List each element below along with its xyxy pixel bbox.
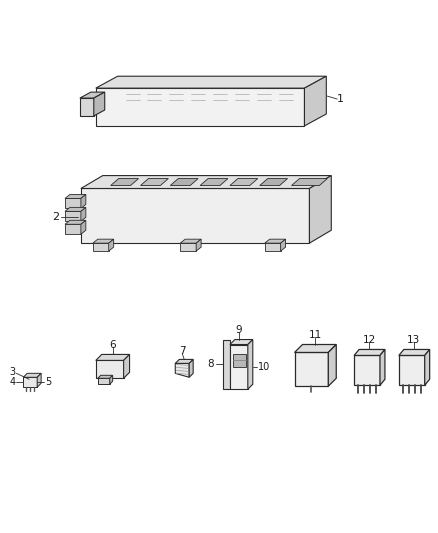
Polygon shape bbox=[294, 344, 336, 352]
Polygon shape bbox=[265, 243, 281, 251]
Polygon shape bbox=[399, 350, 430, 356]
Polygon shape bbox=[96, 354, 130, 360]
Polygon shape bbox=[180, 243, 196, 251]
Polygon shape bbox=[233, 354, 246, 367]
Polygon shape bbox=[292, 179, 327, 185]
Text: 9: 9 bbox=[236, 325, 242, 335]
Polygon shape bbox=[37, 373, 41, 387]
Polygon shape bbox=[170, 179, 198, 185]
Polygon shape bbox=[294, 352, 328, 386]
Polygon shape bbox=[265, 239, 286, 243]
Polygon shape bbox=[81, 207, 86, 221]
Polygon shape bbox=[380, 350, 385, 385]
Polygon shape bbox=[65, 212, 81, 221]
Polygon shape bbox=[180, 239, 201, 243]
Polygon shape bbox=[65, 198, 81, 208]
Polygon shape bbox=[93, 239, 114, 243]
Polygon shape bbox=[109, 239, 114, 251]
Polygon shape bbox=[93, 243, 109, 251]
Polygon shape bbox=[328, 344, 336, 386]
Polygon shape bbox=[96, 76, 326, 88]
Text: 3: 3 bbox=[9, 367, 15, 377]
Polygon shape bbox=[425, 350, 430, 385]
Text: 2: 2 bbox=[52, 212, 59, 222]
Polygon shape bbox=[96, 360, 124, 378]
Polygon shape bbox=[230, 179, 258, 185]
Polygon shape bbox=[230, 344, 248, 389]
Polygon shape bbox=[98, 378, 110, 384]
Polygon shape bbox=[65, 224, 81, 234]
Polygon shape bbox=[230, 340, 253, 344]
Polygon shape bbox=[200, 179, 228, 185]
Polygon shape bbox=[23, 373, 41, 377]
Text: 5: 5 bbox=[45, 377, 51, 387]
Polygon shape bbox=[196, 239, 201, 251]
Polygon shape bbox=[65, 220, 86, 224]
Text: 11: 11 bbox=[309, 329, 322, 340]
Text: 13: 13 bbox=[407, 335, 420, 344]
Polygon shape bbox=[94, 92, 105, 116]
Polygon shape bbox=[65, 207, 86, 212]
Polygon shape bbox=[304, 76, 326, 126]
Polygon shape bbox=[81, 220, 86, 234]
Polygon shape bbox=[399, 356, 425, 385]
Polygon shape bbox=[248, 340, 253, 389]
Polygon shape bbox=[354, 350, 385, 356]
Polygon shape bbox=[175, 359, 193, 364]
Polygon shape bbox=[80, 92, 105, 98]
Polygon shape bbox=[260, 179, 288, 185]
Polygon shape bbox=[111, 179, 138, 185]
Polygon shape bbox=[309, 175, 331, 243]
Polygon shape bbox=[175, 364, 189, 377]
Polygon shape bbox=[223, 340, 230, 389]
Text: 4: 4 bbox=[9, 377, 15, 387]
Text: 12: 12 bbox=[362, 335, 376, 344]
Polygon shape bbox=[81, 195, 86, 208]
Polygon shape bbox=[189, 359, 193, 377]
Text: 10: 10 bbox=[258, 362, 270, 373]
Text: 6: 6 bbox=[110, 341, 116, 351]
Text: 8: 8 bbox=[208, 359, 214, 369]
Text: 1: 1 bbox=[337, 94, 344, 104]
Polygon shape bbox=[81, 175, 331, 189]
Polygon shape bbox=[65, 195, 86, 198]
Polygon shape bbox=[124, 354, 130, 378]
Polygon shape bbox=[98, 375, 113, 378]
Polygon shape bbox=[141, 179, 168, 185]
Polygon shape bbox=[110, 375, 113, 384]
Polygon shape bbox=[354, 356, 380, 385]
Polygon shape bbox=[80, 98, 94, 116]
Polygon shape bbox=[281, 239, 286, 251]
Polygon shape bbox=[96, 88, 304, 126]
Polygon shape bbox=[23, 377, 37, 387]
Polygon shape bbox=[81, 189, 309, 243]
Text: 7: 7 bbox=[179, 346, 186, 357]
